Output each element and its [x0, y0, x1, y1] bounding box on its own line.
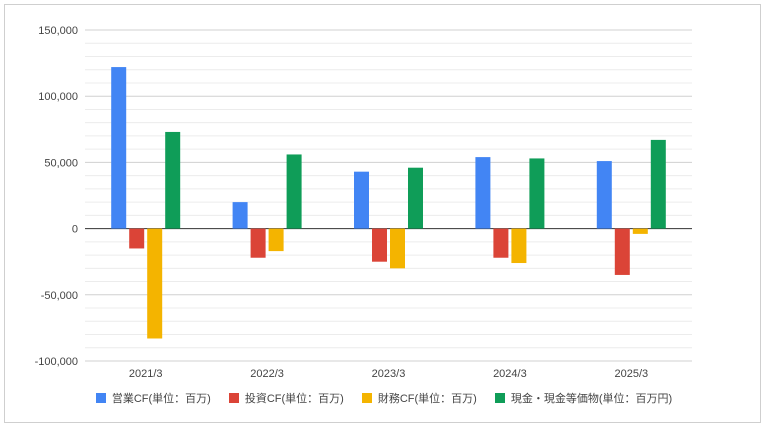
- legend-label: 現金・現金等価物(単位：百万円): [510, 393, 673, 405]
- bar: [596, 161, 612, 229]
- y-tick-label: 100,000: [38, 91, 78, 103]
- legend-item: 財務CF(単位：百万): [361, 390, 477, 406]
- bar: [614, 228, 630, 275]
- bar: [408, 167, 423, 229]
- grid-lines: [85, 29, 692, 362]
- y-tick-label: 0: [72, 224, 78, 236]
- y-tick-label: 50,000: [44, 157, 78, 169]
- legend-label: 営業CF(単位：百万): [111, 393, 211, 405]
- x-tick-label: 2021/3: [129, 368, 163, 380]
- bar: [268, 228, 284, 252]
- bar: [165, 131, 181, 229]
- legend-item: 営業CF(単位：百万): [95, 390, 211, 406]
- legend: 営業CF(単位：百万) 投資CF(単位：百万) 財務CF(単位：百万) 現金・現金等価…: [0, 388, 768, 408]
- bar: [129, 228, 145, 249]
- legend-label: 投資CF(単位：百万): [244, 393, 344, 405]
- bar: [354, 171, 369, 229]
- bar: [286, 154, 302, 229]
- bar: [390, 228, 405, 269]
- bar: [372, 228, 387, 262]
- x-tick-label: 2025/3: [614, 368, 648, 380]
- bar: [147, 228, 163, 339]
- chart-frame: [4, 4, 761, 423]
- bars: [111, 67, 666, 339]
- x-tick-labels: 2021/3 2022/3 2023/3 2024/3 2025/3: [129, 368, 648, 380]
- bar: [475, 157, 491, 229]
- y-tick-label: 150,000: [38, 25, 78, 37]
- bar: [632, 228, 648, 234]
- bar: [650, 139, 666, 229]
- bar: [111, 67, 127, 229]
- bar: [493, 228, 509, 258]
- x-tick-label: 2024/3: [493, 368, 527, 380]
- bar: [250, 228, 266, 258]
- legend-swatch: [361, 393, 372, 403]
- bar: [232, 202, 248, 229]
- x-tick-label: 2022/3: [250, 368, 284, 380]
- legend-item: 投資CF(単位：百万): [228, 390, 344, 406]
- legend-swatch: [95, 393, 106, 403]
- legend-swatch: [494, 393, 505, 403]
- legend-label: 財務CF(単位：百万): [377, 393, 477, 405]
- y-tick-label: -100,000: [35, 356, 78, 368]
- bar: [511, 228, 527, 264]
- bar-chart: 150,000 100,000 50,000 0 -50,000 -100,000 202…: [35, 25, 692, 380]
- legend-swatch: [228, 393, 239, 403]
- y-tick-label: -50,000: [41, 290, 78, 302]
- bar: [529, 158, 545, 229]
- x-tick-label: 2023/3: [372, 368, 406, 380]
- legend-item: 現金・現金等価物(単位：百万円): [494, 390, 673, 406]
- y-tick-labels: 150,000 100,000 50,000 0 -50,000 -100,000: [35, 25, 78, 368]
